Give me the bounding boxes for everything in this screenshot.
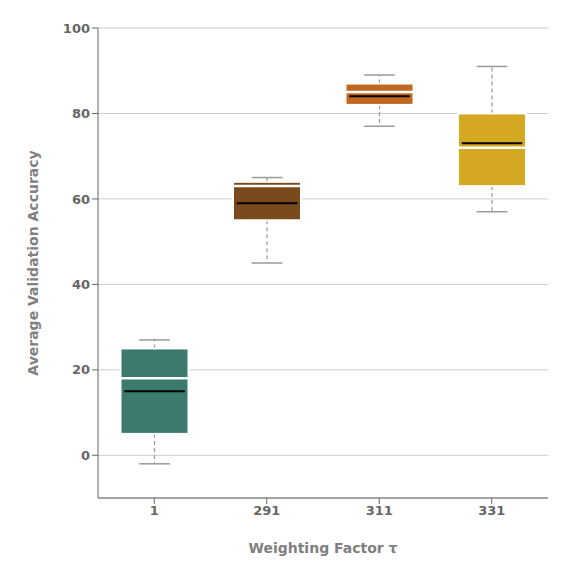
svg-text:40: 40 — [72, 277, 90, 292]
svg-text:331: 331 — [478, 503, 505, 518]
svg-text:100: 100 — [63, 21, 90, 36]
svg-text:291: 291 — [253, 503, 280, 518]
svg-text:0: 0 — [81, 448, 90, 463]
svg-text:311: 311 — [366, 503, 393, 518]
svg-text:20: 20 — [72, 362, 90, 377]
svg-text:60: 60 — [72, 192, 90, 207]
svg-text:80: 80 — [72, 106, 90, 121]
svg-text:1: 1 — [150, 503, 159, 518]
svg-text:Weighting Factor τ: Weighting Factor τ — [248, 540, 397, 556]
svg-text:Average Validation Accuracy: Average Validation Accuracy — [25, 150, 41, 375]
